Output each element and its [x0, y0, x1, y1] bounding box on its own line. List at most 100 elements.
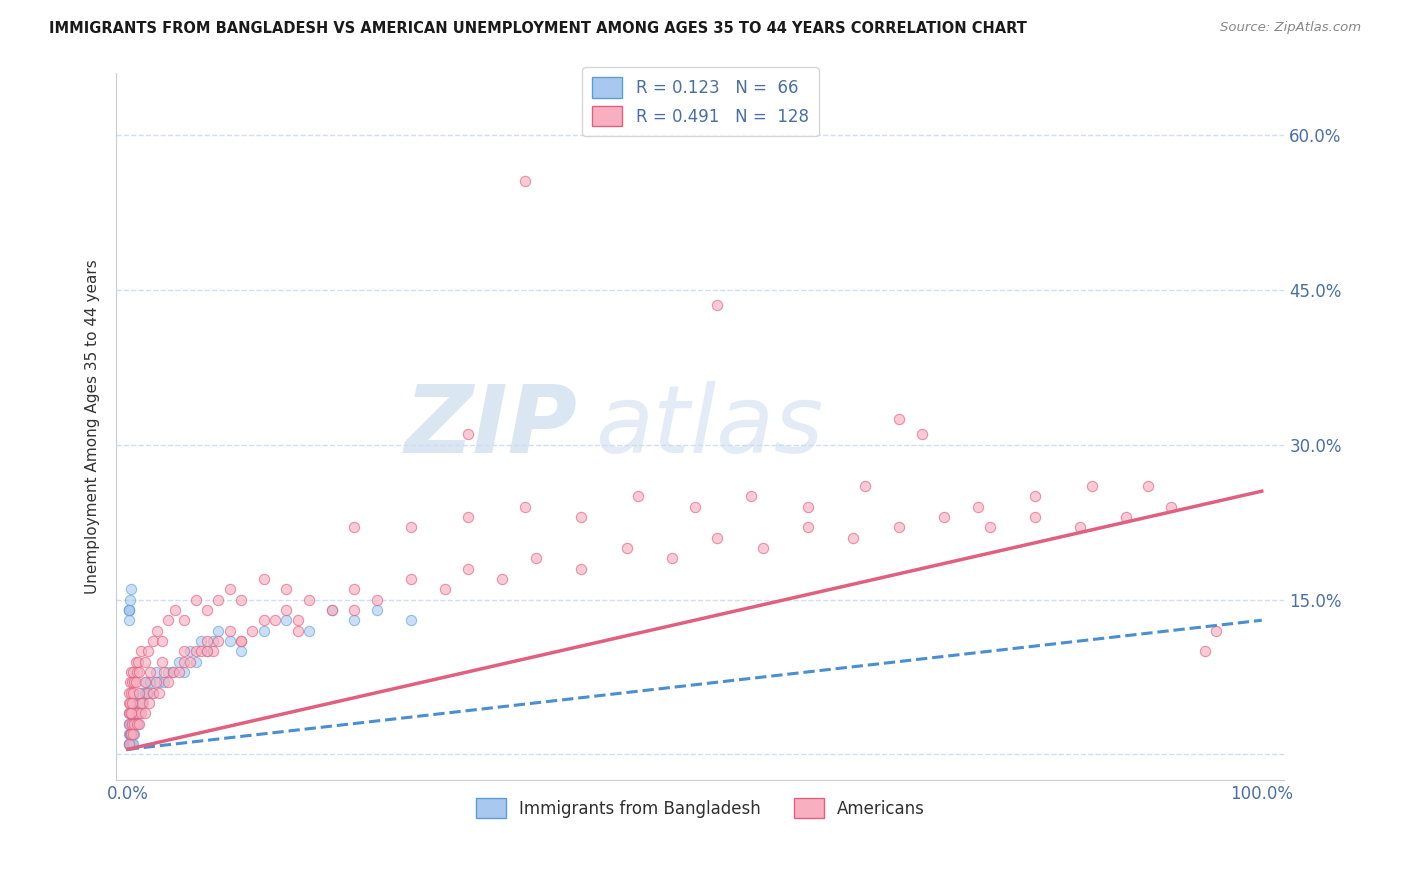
Point	[120, 706, 142, 721]
Point	[179, 644, 201, 658]
Point	[513, 174, 536, 188]
Point	[229, 633, 252, 648]
Point	[124, 655, 146, 669]
Point	[120, 727, 142, 741]
Point	[124, 696, 146, 710]
Point	[124, 675, 146, 690]
Point	[121, 696, 143, 710]
Point	[195, 644, 218, 658]
Point	[184, 655, 207, 669]
Point	[120, 737, 142, 751]
Point	[683, 500, 706, 514]
Point	[124, 675, 146, 690]
Point	[125, 706, 148, 721]
Point	[887, 412, 910, 426]
Point	[162, 665, 184, 679]
Point	[1024, 510, 1046, 524]
Y-axis label: Unemployment Among Ages 35 to 44 years: Unemployment Among Ages 35 to 44 years	[86, 260, 100, 594]
Point	[195, 633, 218, 648]
Point	[853, 479, 876, 493]
Text: atlas: atlas	[595, 381, 824, 472]
Point	[179, 655, 201, 669]
Point	[122, 727, 145, 741]
Point	[218, 582, 240, 597]
Point	[134, 655, 156, 669]
Point	[121, 727, 143, 741]
Point	[264, 613, 287, 627]
Point	[135, 685, 157, 699]
Point	[124, 716, 146, 731]
Point	[120, 706, 142, 721]
Point	[173, 655, 195, 669]
Point	[118, 603, 141, 617]
Point	[128, 706, 150, 721]
Point	[118, 696, 141, 710]
Point	[129, 696, 152, 710]
Point	[1115, 510, 1137, 524]
Point	[229, 592, 252, 607]
Point	[1194, 644, 1216, 658]
Point	[128, 665, 150, 679]
Point	[142, 685, 165, 699]
Point	[524, 551, 547, 566]
Point	[122, 716, 145, 731]
Legend: Immigrants from Bangladesh, Americans: Immigrants from Bangladesh, Americans	[468, 791, 932, 825]
Point	[118, 737, 141, 751]
Point	[127, 655, 149, 669]
Point	[122, 696, 145, 710]
Point	[134, 675, 156, 690]
Point	[128, 716, 150, 731]
Point	[343, 520, 366, 534]
Point	[190, 633, 212, 648]
Point	[131, 685, 153, 699]
Point	[399, 520, 422, 534]
Point	[173, 644, 195, 658]
Point	[118, 706, 141, 721]
Point	[399, 572, 422, 586]
Point	[120, 582, 142, 597]
Point	[121, 716, 143, 731]
Point	[457, 427, 479, 442]
Point	[121, 727, 143, 741]
Point	[117, 737, 139, 751]
Point	[1137, 479, 1160, 493]
Point	[125, 716, 148, 731]
Point	[121, 716, 143, 731]
Point	[910, 427, 932, 442]
Point	[207, 624, 229, 638]
Point	[934, 510, 956, 524]
Point	[162, 665, 184, 679]
Point	[145, 675, 167, 690]
Point	[195, 603, 218, 617]
Point	[118, 696, 141, 710]
Point	[842, 531, 865, 545]
Point	[276, 582, 298, 597]
Point	[661, 551, 683, 566]
Point	[120, 716, 142, 731]
Point	[153, 665, 176, 679]
Point	[343, 603, 366, 617]
Point	[167, 665, 190, 679]
Point	[287, 613, 309, 627]
Point	[122, 737, 145, 751]
Point	[706, 298, 728, 312]
Point	[1160, 500, 1182, 514]
Point	[287, 624, 309, 638]
Point	[142, 633, 165, 648]
Point	[118, 727, 141, 741]
Point	[751, 541, 773, 555]
Point	[122, 665, 145, 679]
Point	[979, 520, 1001, 534]
Point	[153, 675, 176, 690]
Point	[129, 644, 152, 658]
Point	[797, 500, 820, 514]
Point	[457, 561, 479, 575]
Point	[118, 675, 141, 690]
Point	[139, 675, 162, 690]
Point	[569, 510, 592, 524]
Point	[124, 727, 146, 741]
Point	[129, 696, 152, 710]
Point	[157, 613, 180, 627]
Point	[457, 510, 479, 524]
Point	[434, 582, 457, 597]
